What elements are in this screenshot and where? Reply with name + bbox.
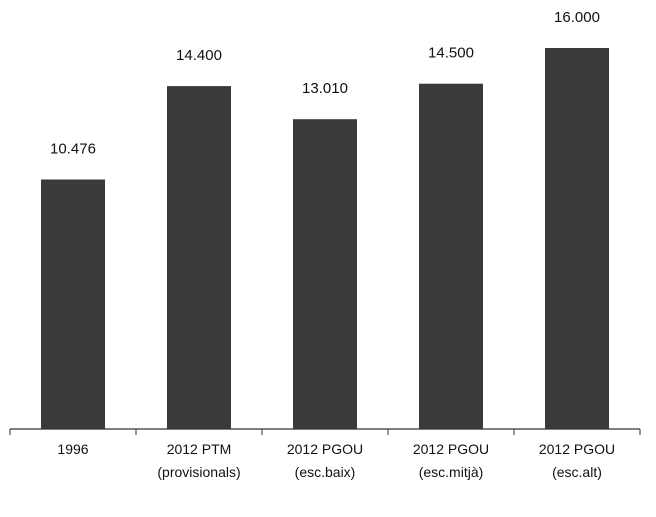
bar-1 <box>167 86 231 429</box>
value-label-0: 10.476 <box>50 141 96 158</box>
category-label-4-0: 2012 PGOU <box>539 441 615 457</box>
category-label-2-0: 2012 PGOU <box>287 441 363 457</box>
value-labels-group: 10.476 14.400 13.010 14.500 16.000 <box>50 9 600 158</box>
category-label-4-1: (esc.alt) <box>552 464 602 480</box>
value-label-4: 16.000 <box>554 9 600 26</box>
category-label-3-0: 2012 PGOU <box>413 441 489 457</box>
x-axis <box>9 428 641 435</box>
category-label-1-0: 2012 PTM <box>167 441 232 457</box>
bar-2 <box>293 119 357 429</box>
category-labels-group: 1996 2012 PTM (provisionals) 2012 PGOU (esc.… <box>57 441 615 480</box>
bars-group <box>41 48 609 429</box>
value-label-2: 13.010 <box>302 80 348 97</box>
bar-4 <box>545 48 609 429</box>
category-label-2-1: (esc.baix) <box>295 464 356 480</box>
category-label-0-0: 1996 <box>57 441 88 457</box>
category-label-1-1: (provisionals) <box>157 464 240 480</box>
bar-3 <box>419 83 483 429</box>
bar-0 <box>41 179 105 429</box>
category-label-3-1: (esc.mitjà) <box>419 464 484 480</box>
value-label-1: 14.400 <box>176 47 222 64</box>
value-label-3: 14.500 <box>428 45 474 62</box>
